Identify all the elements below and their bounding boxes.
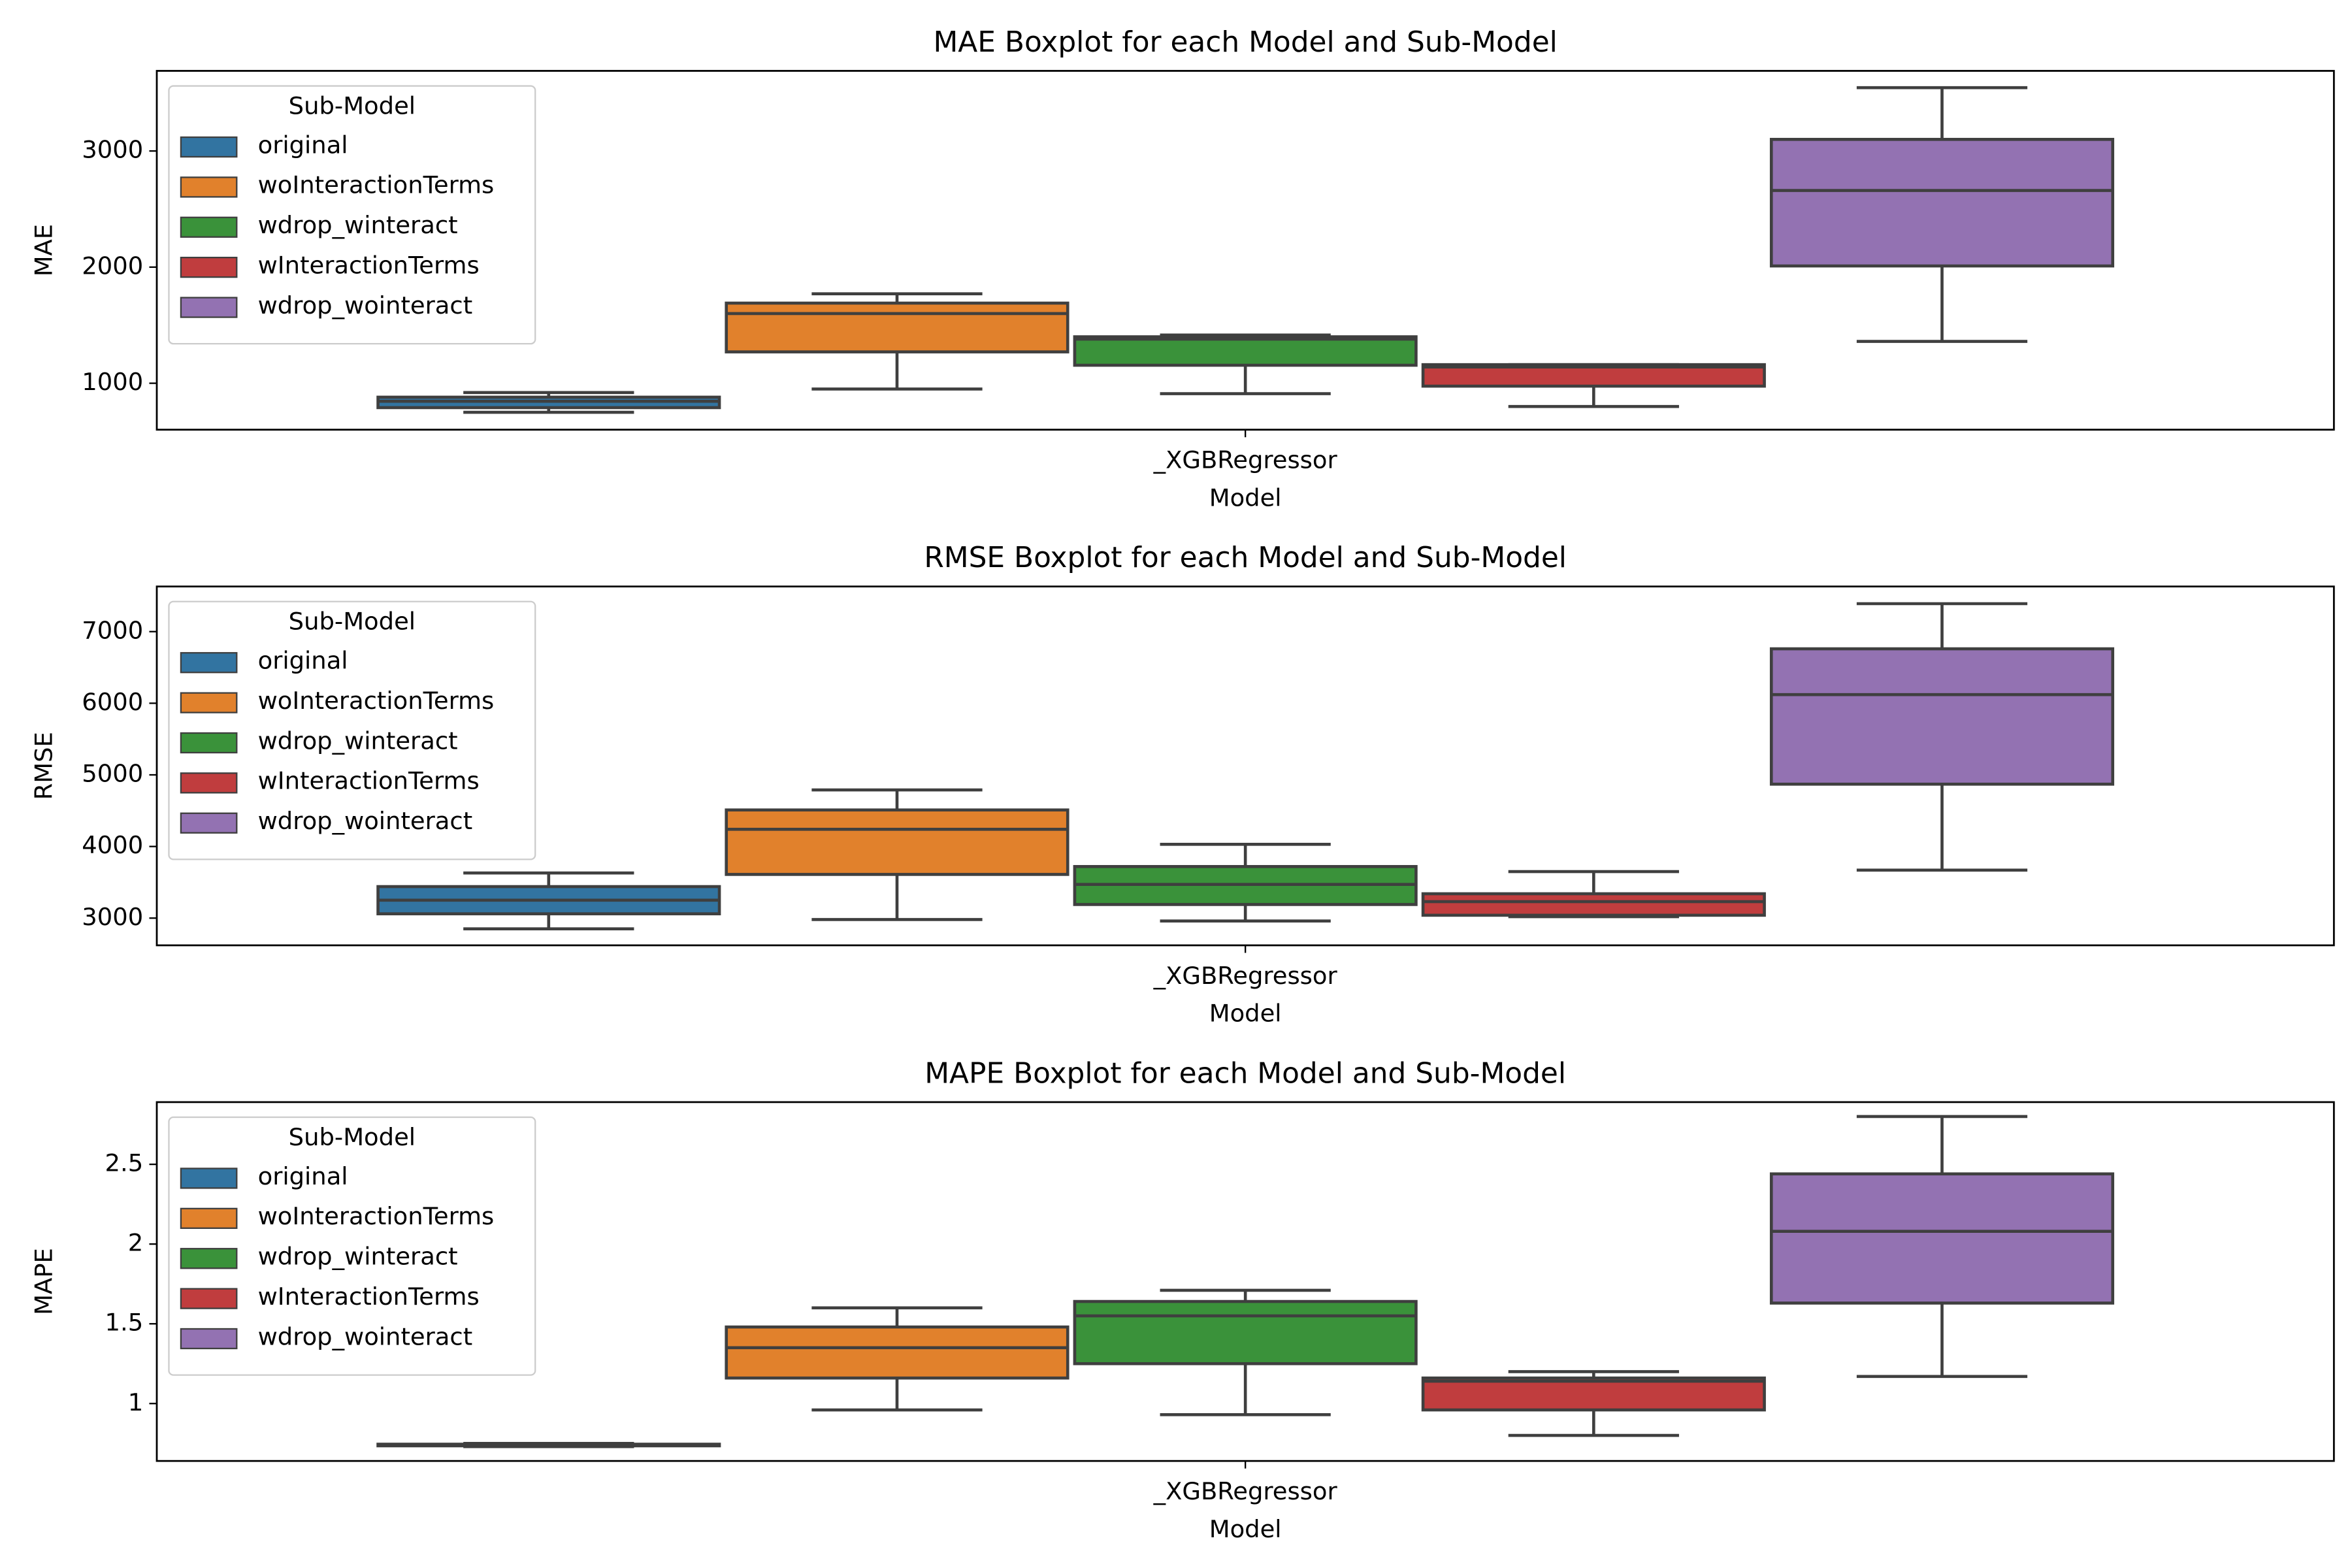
box (725, 808, 1070, 876)
legend-title: Sub-Model (289, 1123, 416, 1151)
box (1073, 335, 1418, 367)
axes-frame (155, 70, 2335, 431)
legend-swatch (180, 812, 238, 834)
box (1769, 1172, 2115, 1305)
box (725, 1325, 1070, 1380)
legend-label: woInteractionTerms (258, 171, 495, 199)
legend-swatch (180, 176, 238, 198)
legend-swatch (180, 257, 238, 278)
legend-swatch (180, 1248, 238, 1269)
x-axis-label: Model (1209, 483, 1282, 512)
y-tick-label: 1.5 (105, 1309, 144, 1337)
box (1421, 1376, 1766, 1412)
chart-title: MAE Boxplot for each Model and Sub-Model (933, 25, 1557, 59)
legend-label: wdrop_winteract (258, 727, 458, 755)
y-tick-label: 2000 (82, 252, 143, 280)
legend-label: wInteractionTerms (258, 252, 480, 280)
legend-label: wdrop_wointeract (258, 807, 473, 835)
box (1073, 1299, 1418, 1365)
legend-swatch (180, 1168, 238, 1189)
legend-swatch (180, 216, 238, 238)
legend-swatch (180, 772, 238, 794)
y-tick-label: 3000 (82, 136, 143, 164)
x-axis-label: Model (1209, 1000, 1282, 1028)
legend-label: original (258, 131, 348, 159)
chart-title: RMSE Boxplot for each Model and Sub-Mode… (924, 541, 1567, 574)
x-tick-label: _XGBRegressor (1153, 446, 1338, 474)
legend-swatch (180, 136, 238, 158)
y-tick-label: 4000 (82, 831, 143, 859)
y-axis-label: MAE (30, 224, 58, 276)
legend-label: wdrop_wointeract (258, 1322, 473, 1350)
legend-swatch (180, 1288, 238, 1309)
y-tick-label: 2 (128, 1229, 143, 1257)
legend-label: original (258, 1162, 348, 1190)
legend-label: woInteractionTerms (258, 687, 495, 715)
axes-frame (155, 1101, 2335, 1462)
y-axis-label: RMSE (30, 732, 58, 800)
axes-frame (155, 585, 2335, 947)
legend-swatch (180, 1328, 238, 1350)
y-tick-label: 2.5 (105, 1149, 144, 1177)
x-tick-label: _XGBRegressor (1153, 1477, 1338, 1505)
legend-swatch (180, 652, 238, 674)
x-axis-label: Model (1209, 1515, 1282, 1543)
box (725, 301, 1070, 353)
legend-label: woInteractionTerms (258, 1202, 495, 1230)
legend-label: wInteractionTerms (258, 767, 480, 795)
legend-label: original (258, 647, 348, 675)
y-tick-label: 7000 (82, 616, 143, 644)
legend-title: Sub-Model (289, 91, 416, 120)
y-tick-label: 5000 (82, 760, 143, 788)
legend-swatch (180, 1207, 238, 1229)
legend-swatch (180, 692, 238, 713)
legend-label: wdrop_winteract (258, 1243, 458, 1271)
box (1769, 647, 2115, 786)
y-axis-label: MAPE (30, 1248, 58, 1315)
chart-title: MAPE Boxplot for each Model and Sub-Mode… (924, 1056, 1566, 1090)
y-tick-label: 1 (128, 1388, 143, 1416)
legend-swatch (180, 297, 238, 318)
legend-frame (168, 1116, 536, 1376)
legend-frame (168, 600, 536, 860)
y-tick-label: 3000 (82, 903, 143, 931)
legend-frame (168, 85, 536, 345)
y-tick-label: 6000 (82, 688, 143, 716)
legend-swatch (180, 732, 238, 754)
legend-label: wdrop_wointeract (258, 291, 473, 319)
box (1421, 892, 1766, 917)
legend-label: wdrop_winteract (258, 211, 458, 239)
legend-title: Sub-Model (289, 608, 416, 636)
legend-label: wInteractionTerms (258, 1282, 480, 1311)
y-tick-label: 1000 (82, 368, 143, 396)
x-tick-label: _XGBRegressor (1153, 962, 1338, 990)
box (1769, 138, 2115, 268)
